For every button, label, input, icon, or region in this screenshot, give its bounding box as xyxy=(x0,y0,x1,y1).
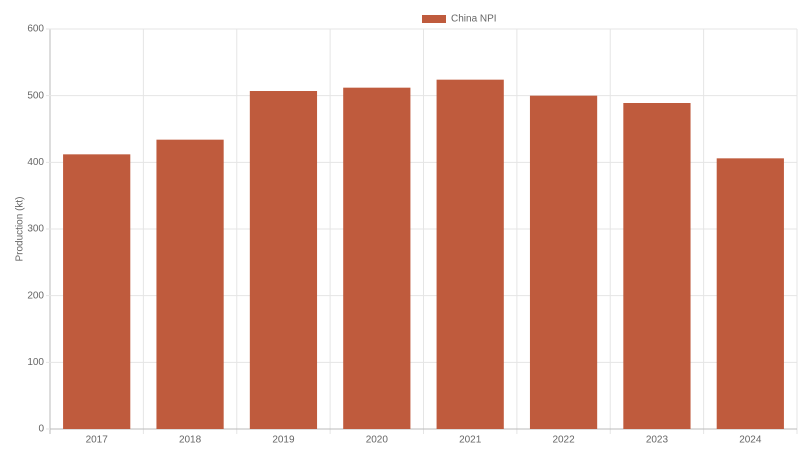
y-tick-label: 0 xyxy=(38,424,44,435)
bar xyxy=(529,95,598,430)
y-tick-label: 100 xyxy=(27,357,44,368)
x-tick-label: 2023 xyxy=(646,435,669,446)
bar xyxy=(623,103,691,429)
bar xyxy=(156,139,224,429)
x-tick-label: 2022 xyxy=(552,435,575,446)
y-tick-label: 400 xyxy=(27,157,44,168)
y-tick-label: 500 xyxy=(27,90,44,101)
x-tick-label: 2017 xyxy=(86,435,109,446)
y-tick-label: 600 xyxy=(27,24,44,35)
bar xyxy=(63,154,131,430)
bar xyxy=(436,79,504,430)
y-tick-label: 200 xyxy=(27,290,44,301)
legend-swatch xyxy=(422,15,446,23)
legend-label: China NPI xyxy=(451,14,497,25)
x-tick-label: 2019 xyxy=(272,435,295,446)
x-tick-label: 2024 xyxy=(739,435,762,446)
x-tick-label: 2018 xyxy=(179,435,202,446)
x-tick-label: 2020 xyxy=(366,435,389,446)
y-axis-label: Production (kt) xyxy=(15,196,26,261)
bar xyxy=(249,91,318,429)
bar xyxy=(716,158,784,430)
y-tick-label: 300 xyxy=(27,224,44,235)
x-tick-label: 2021 xyxy=(459,435,482,446)
bar xyxy=(343,87,411,430)
